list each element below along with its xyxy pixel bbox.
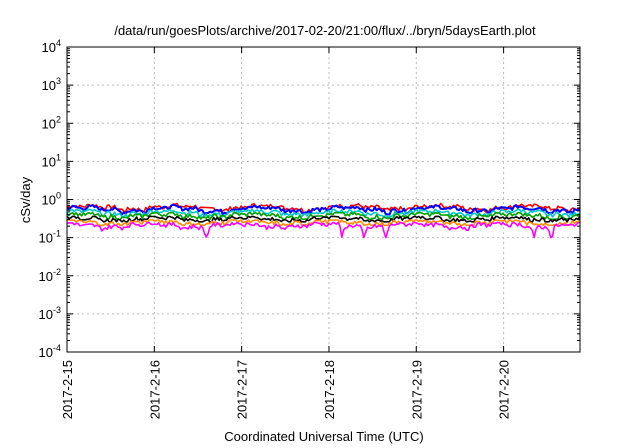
y-tick-label: 102 xyxy=(42,114,61,131)
x-tick-label: 2017-2-15 xyxy=(60,360,75,419)
grid xyxy=(67,47,580,352)
y-tick-label: 10-2 xyxy=(39,267,61,284)
x-tick-label: 2017-2-19 xyxy=(409,360,424,419)
y-axis-label: cSv/day xyxy=(18,176,33,223)
y-tick-label: 101 xyxy=(42,152,61,169)
series-layer xyxy=(66,202,581,239)
x-tick-label: 2017-2-20 xyxy=(497,360,512,419)
x-tick-label: 2017-2-18 xyxy=(322,360,337,419)
series-line xyxy=(66,221,581,239)
y-axis: 10-4 10-3 10-2 10-1 100 101 102 103 104 xyxy=(39,38,580,360)
y-tick-label: 104 xyxy=(42,38,61,55)
y-tick-label: 10-4 xyxy=(39,343,61,360)
x-tick-label: 2017-2-17 xyxy=(235,360,250,419)
series-line xyxy=(66,208,580,218)
series-line xyxy=(66,203,581,216)
x-axis: 2017-2-15 2017-2-16 2017-2-17 2017-2-18 2017… xyxy=(60,47,512,419)
series-line xyxy=(66,215,581,223)
x-tick-label: 2017-2-16 xyxy=(147,360,162,419)
y-tick-label: 10-3 xyxy=(39,305,61,322)
y-tick-label: 100 xyxy=(42,191,61,208)
y-tick-label: 103 xyxy=(42,76,61,93)
chart-title: /data/run/goesPlots/archive/2017-02-20/2… xyxy=(114,23,536,38)
y-tick-label: 10-1 xyxy=(39,229,61,246)
series-line xyxy=(66,219,581,227)
x-axis-label: Coordinated Universal Time (UTC) xyxy=(224,429,423,444)
